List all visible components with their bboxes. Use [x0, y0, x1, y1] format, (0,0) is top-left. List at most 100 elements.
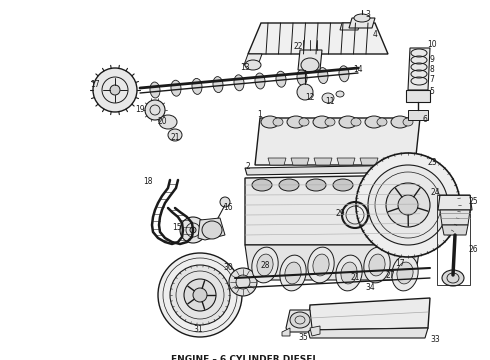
- Ellipse shape: [280, 255, 306, 291]
- Ellipse shape: [245, 60, 261, 70]
- Circle shape: [170, 265, 230, 325]
- Text: 11: 11: [325, 98, 335, 107]
- Ellipse shape: [255, 73, 265, 89]
- Text: 21: 21: [170, 134, 180, 143]
- Ellipse shape: [369, 254, 385, 276]
- Ellipse shape: [333, 179, 353, 191]
- Ellipse shape: [322, 93, 334, 103]
- Ellipse shape: [279, 179, 299, 191]
- Ellipse shape: [285, 262, 301, 284]
- Polygon shape: [406, 90, 430, 102]
- Text: 9: 9: [430, 55, 435, 64]
- Polygon shape: [406, 158, 424, 165]
- Ellipse shape: [297, 69, 307, 85]
- Polygon shape: [408, 48, 430, 90]
- Ellipse shape: [325, 118, 335, 126]
- Ellipse shape: [257, 254, 273, 276]
- Text: 21: 21: [350, 274, 360, 283]
- Ellipse shape: [202, 221, 222, 239]
- Polygon shape: [383, 158, 401, 165]
- Polygon shape: [408, 110, 428, 120]
- Polygon shape: [255, 118, 420, 165]
- Text: 8: 8: [430, 66, 434, 75]
- Ellipse shape: [336, 91, 344, 97]
- Ellipse shape: [339, 66, 349, 82]
- Circle shape: [193, 288, 207, 302]
- Ellipse shape: [171, 80, 181, 96]
- Ellipse shape: [168, 129, 182, 141]
- Ellipse shape: [299, 118, 309, 126]
- Ellipse shape: [273, 118, 283, 126]
- Ellipse shape: [261, 116, 279, 128]
- Ellipse shape: [360, 179, 380, 191]
- Ellipse shape: [341, 262, 357, 284]
- Ellipse shape: [364, 247, 390, 283]
- Circle shape: [398, 195, 418, 215]
- Text: 26: 26: [468, 246, 478, 255]
- Ellipse shape: [252, 247, 278, 283]
- Text: 34: 34: [365, 284, 375, 292]
- Polygon shape: [245, 165, 422, 175]
- Polygon shape: [438, 195, 472, 210]
- Polygon shape: [244, 54, 262, 65]
- Ellipse shape: [313, 116, 331, 128]
- Ellipse shape: [392, 255, 418, 291]
- Ellipse shape: [192, 78, 202, 94]
- Circle shape: [180, 217, 206, 243]
- Ellipse shape: [318, 68, 328, 84]
- Circle shape: [229, 268, 257, 296]
- Polygon shape: [248, 23, 388, 54]
- Polygon shape: [282, 328, 290, 336]
- Polygon shape: [349, 18, 375, 28]
- Polygon shape: [245, 245, 420, 280]
- Polygon shape: [314, 158, 332, 165]
- Ellipse shape: [336, 255, 362, 291]
- Text: 24: 24: [430, 189, 440, 198]
- Ellipse shape: [377, 118, 387, 126]
- Text: ENGINE – 6 CYLINDER DIESEL: ENGINE – 6 CYLINDER DIESEL: [172, 356, 318, 360]
- Circle shape: [93, 68, 137, 112]
- Text: 28: 28: [260, 261, 270, 270]
- Text: 10: 10: [427, 40, 437, 49]
- Circle shape: [158, 253, 242, 337]
- Circle shape: [220, 197, 230, 207]
- Text: 23: 23: [427, 158, 437, 167]
- Text: 4: 4: [372, 31, 377, 40]
- Polygon shape: [308, 298, 430, 330]
- Ellipse shape: [391, 116, 409, 128]
- Polygon shape: [310, 326, 320, 336]
- Circle shape: [297, 84, 313, 100]
- Text: 25: 25: [468, 198, 478, 207]
- Polygon shape: [440, 210, 470, 225]
- Circle shape: [190, 227, 196, 233]
- Text: 17: 17: [90, 81, 100, 90]
- Ellipse shape: [339, 116, 357, 128]
- Ellipse shape: [365, 116, 383, 128]
- Ellipse shape: [213, 77, 223, 93]
- Polygon shape: [360, 158, 378, 165]
- Ellipse shape: [387, 179, 407, 191]
- Polygon shape: [245, 175, 420, 245]
- Ellipse shape: [351, 118, 361, 126]
- Text: 14: 14: [353, 66, 363, 75]
- Text: 12: 12: [305, 94, 315, 103]
- Ellipse shape: [252, 179, 272, 191]
- Circle shape: [184, 279, 216, 311]
- Text: 27: 27: [385, 270, 395, 279]
- Ellipse shape: [354, 14, 370, 22]
- Text: 2: 2: [245, 162, 250, 171]
- Text: 30: 30: [223, 264, 233, 273]
- Ellipse shape: [290, 312, 310, 328]
- Ellipse shape: [150, 82, 160, 98]
- Ellipse shape: [442, 270, 464, 286]
- Polygon shape: [442, 225, 468, 235]
- Circle shape: [356, 153, 460, 257]
- Text: 35: 35: [298, 333, 308, 342]
- Text: 33: 33: [430, 336, 440, 345]
- Polygon shape: [298, 50, 322, 70]
- Polygon shape: [337, 158, 355, 165]
- Text: 22: 22: [293, 42, 303, 51]
- Text: 7: 7: [430, 76, 435, 85]
- Text: 19: 19: [135, 105, 145, 114]
- Ellipse shape: [287, 116, 305, 128]
